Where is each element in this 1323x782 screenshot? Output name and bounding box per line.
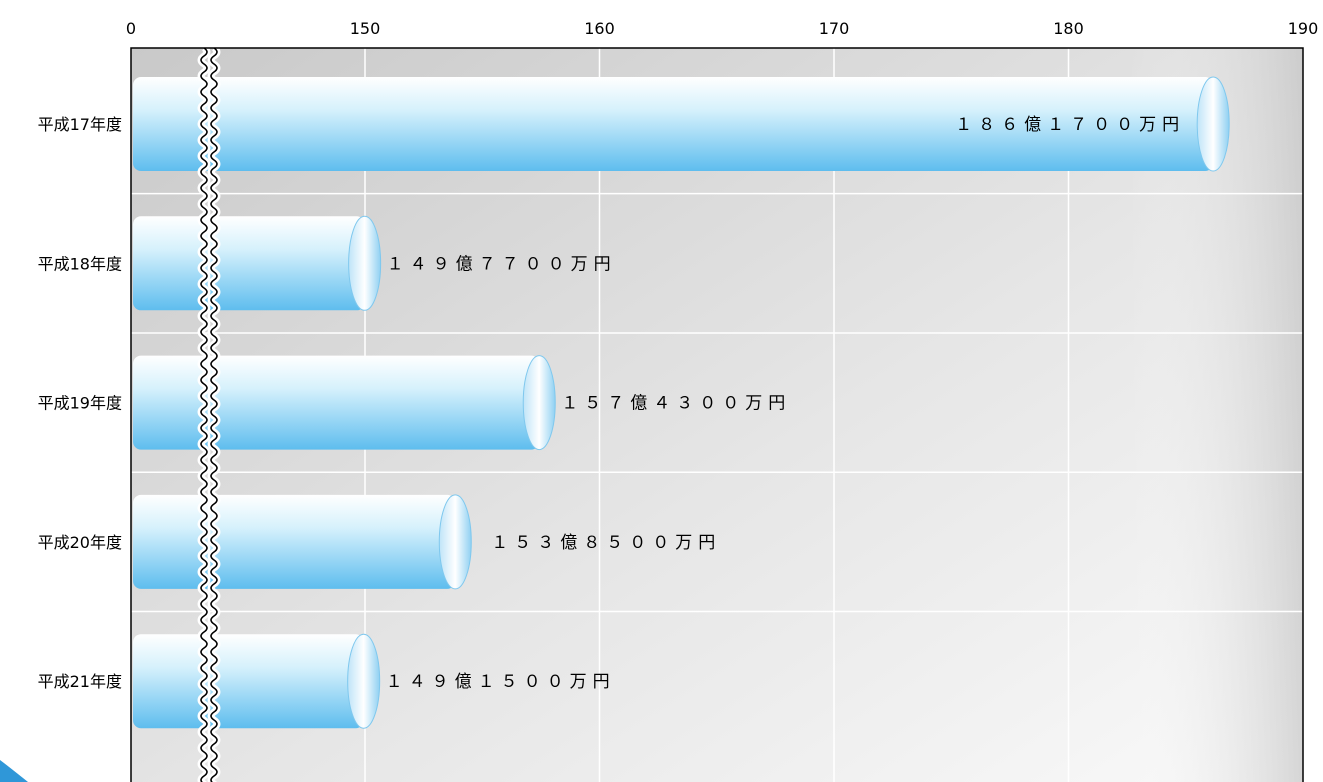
bar-body bbox=[133, 355, 540, 450]
bar bbox=[133, 76, 1230, 172]
bar bbox=[133, 494, 472, 590]
x-tick-label: 160 bbox=[584, 19, 615, 38]
category-label: 平成18年度 bbox=[38, 254, 122, 273]
data-label: １４９億７７００万円 bbox=[387, 254, 617, 274]
bar-cap bbox=[348, 215, 382, 311]
x-tick-label: 150 bbox=[350, 19, 381, 38]
bar-body bbox=[133, 216, 365, 311]
gridlines bbox=[131, 48, 1303, 782]
bar bbox=[133, 355, 556, 451]
x-axis-tick-labels: 0 150 160 170 180 190 bbox=[126, 19, 1318, 38]
bar-body bbox=[133, 494, 456, 589]
category-label: 平成21年度 bbox=[38, 672, 122, 691]
data-label: １５７億４３００万円 bbox=[561, 394, 791, 414]
bar bbox=[133, 215, 382, 311]
category-label: 平成19年度 bbox=[38, 394, 122, 413]
bar-cap bbox=[438, 494, 472, 590]
bar-cap bbox=[1196, 76, 1230, 172]
corner-accent-shape bbox=[0, 760, 28, 782]
x-tick-label: 180 bbox=[1053, 19, 1084, 38]
x-tick-label: 170 bbox=[819, 19, 850, 38]
x-tick-label: 0 bbox=[126, 19, 136, 38]
bar bbox=[133, 633, 381, 729]
category-label: 平成17年度 bbox=[38, 115, 122, 134]
axis-break-line bbox=[210, 47, 218, 782]
data-label: １５３億８５００万円 bbox=[491, 533, 721, 553]
data-labels: １８６億１７００万円 １４９億７７００万円 １５７億４３００万円 １５３億８５００万円… bbox=[386, 115, 1185, 692]
axis-break-mark bbox=[197, 45, 221, 782]
plot-frame bbox=[130, 47, 1304, 782]
category-label: 平成20年度 bbox=[38, 533, 122, 552]
axis-break-line bbox=[200, 47, 208, 782]
data-label: １４９億１５００万円 bbox=[386, 672, 616, 692]
x-tick-label: 190 bbox=[1288, 19, 1319, 38]
data-label: １８６億１７００万円 bbox=[955, 115, 1185, 135]
bar-body bbox=[133, 77, 1214, 171]
bar-body bbox=[133, 634, 364, 729]
bar-cap bbox=[522, 355, 556, 451]
bar-cap bbox=[347, 633, 381, 729]
bars bbox=[133, 76, 1230, 729]
